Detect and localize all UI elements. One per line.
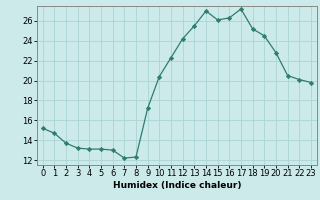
X-axis label: Humidex (Indice chaleur): Humidex (Indice chaleur)	[113, 181, 241, 190]
